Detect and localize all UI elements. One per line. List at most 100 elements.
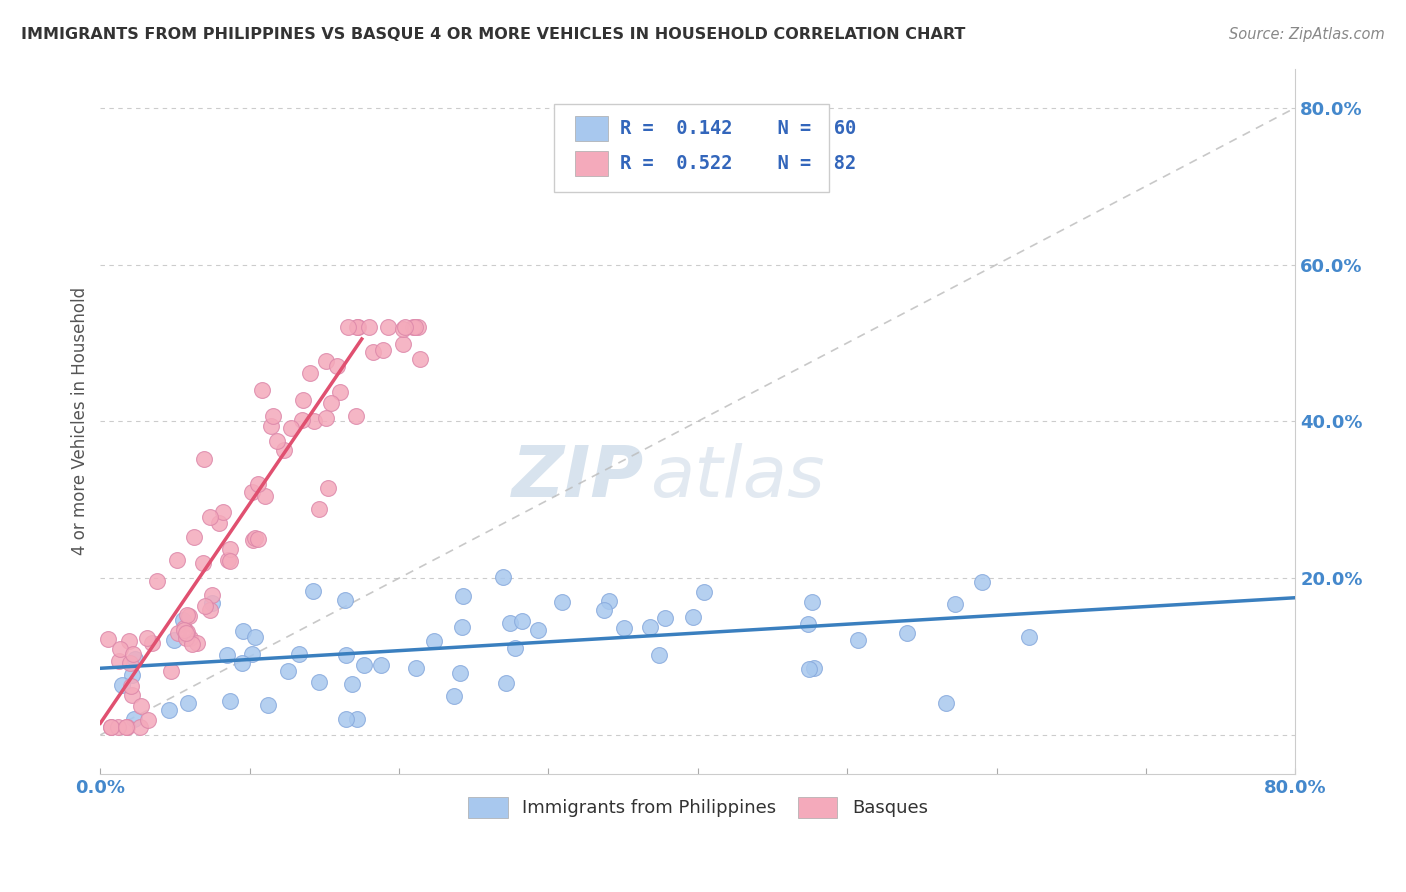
Point [613,621,636,635]
Point [240,648,263,662]
Point [107,720,129,734]
Point [166,553,188,567]
Point [371,343,394,358]
Point [135,631,157,645]
Point [693,585,716,599]
Point [122,712,145,726]
Point [654,611,676,625]
Point [394,320,416,334]
Point [208,516,231,530]
Point [970,575,993,590]
Point [217,553,239,567]
Point [177,608,200,623]
Point [340,677,363,691]
Point [451,620,474,634]
Point [935,696,957,710]
Point [219,554,242,568]
Point [391,337,413,351]
Point [179,631,201,645]
Point [449,666,471,681]
Point [246,477,269,491]
Point [405,660,427,674]
Point [253,489,276,503]
Point [316,481,339,495]
Point [141,635,163,649]
Point [242,533,264,547]
Point [357,320,380,334]
Point [115,720,138,734]
Point [299,366,322,380]
Point [406,320,429,334]
FancyBboxPatch shape [554,103,830,192]
Point [321,396,343,410]
Bar [575,151,609,177]
Point [121,668,143,682]
Point [335,648,357,663]
Point [173,621,195,635]
Point [409,351,432,366]
Point [159,665,181,679]
Point [121,688,143,702]
Point [292,392,315,407]
Text: atlas: atlas [650,443,825,512]
Point [1018,630,1040,644]
Point [499,615,522,630]
Point [159,703,181,717]
Point [177,696,200,710]
Point [801,595,824,609]
Point [172,613,194,627]
Point [308,502,330,516]
Point [176,607,198,622]
Point [243,630,266,644]
Point [128,720,150,734]
Point [181,637,204,651]
Point [329,385,352,400]
Point [510,614,533,628]
Point [526,623,548,637]
Text: Source: ZipAtlas.com: Source: ZipAtlas.com [1229,27,1385,42]
Point [176,624,198,639]
Point [201,588,224,602]
Point [176,631,198,645]
Point [273,443,295,458]
Point [262,409,284,423]
Point [291,413,314,427]
Point [277,664,299,678]
Point [503,640,526,655]
Point [231,657,253,671]
Point [212,505,235,519]
Point [129,698,152,713]
Point [198,603,221,617]
Point [392,321,415,335]
Point [243,531,266,545]
Point [256,698,278,712]
Point [194,599,217,613]
Point [118,656,141,670]
Point [108,654,131,668]
Point [266,434,288,449]
Point [200,509,222,524]
Point [174,626,197,640]
Point [218,542,240,557]
Point [336,320,359,334]
Point [110,678,132,692]
Point [797,617,820,632]
Text: R =  0.142    N =  60: R = 0.142 N = 60 [620,119,856,138]
Point [846,632,869,647]
Point [592,603,614,617]
Point [325,359,347,373]
Point [100,720,122,734]
Point [401,320,423,334]
Point [163,633,186,648]
Point [240,485,263,500]
Point [896,626,918,640]
Point [186,636,208,650]
Point [315,354,337,368]
Legend: Immigrants from Philippines, Basques: Immigrants from Philippines, Basques [461,789,935,825]
Point [215,648,238,662]
Point [260,419,283,434]
Text: R =  0.522    N =  82: R = 0.522 N = 82 [620,154,856,173]
Point [346,712,368,726]
Point [193,556,215,570]
Point [551,595,574,609]
